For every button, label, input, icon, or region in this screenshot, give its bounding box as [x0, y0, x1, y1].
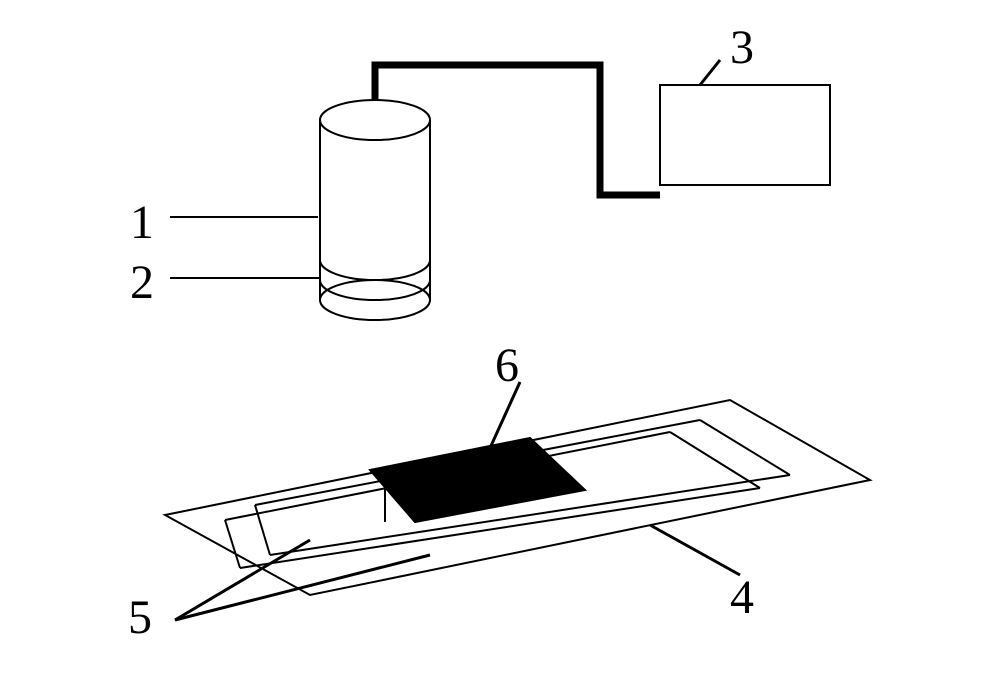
label-3: 3 — [730, 20, 754, 75]
label-4: 4 — [730, 570, 754, 625]
control-box — [660, 85, 830, 185]
label-2: 2 — [130, 255, 154, 310]
leader-4 — [650, 525, 740, 575]
diagram-container: 1 2 3 4 5 6 — [0, 0, 1000, 700]
cylinder — [320, 100, 430, 320]
label-6: 6 — [495, 338, 519, 393]
leader-3 — [700, 60, 720, 85]
label-1: 1 — [130, 195, 154, 250]
label-5: 5 — [128, 590, 152, 645]
